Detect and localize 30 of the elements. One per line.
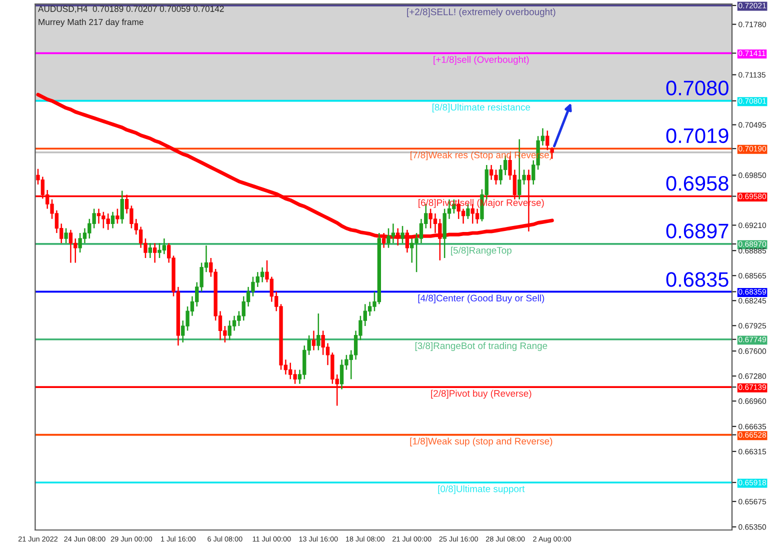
- candlestick: [498, 164, 503, 186]
- candlestick: [64, 228, 68, 244]
- candlestick: [68, 229, 73, 264]
- ref-line-label: [4/8]Center (Good Buy or Sell): [418, 294, 544, 304]
- candlestick: [312, 330, 316, 351]
- ref-line-label: [2/8]Pivot buy (Reverse): [431, 390, 532, 399]
- ref-line-label: [+1/8]sell (Overbought): [434, 56, 529, 65]
- candlestick: [400, 225, 404, 244]
- candlestick: [475, 208, 480, 224]
- candlestick: [148, 242, 152, 259]
- candlestick: [546, 130, 550, 151]
- candlestick: [316, 312, 320, 351]
- candlestick: [152, 242, 157, 264]
- ref-line-label: [+2/8]SELL! (extremely overbought): [407, 8, 556, 18]
- ref-line-label: [8/8]Ultimate resistance: [432, 104, 530, 112]
- chart-title: AUDUSD,H4 0.70189 0.70207 0.70059 0.70142: [38, 6, 224, 13]
- ref-line-label: [5/8]RangeTop: [451, 246, 512, 256]
- ref-line-label: [3/8]RangeBot of trading Range: [415, 342, 548, 351]
- annotation: 0.7019: [666, 128, 728, 144]
- annotation: 0.6835: [666, 272, 728, 287]
- annotation: 0.7080: [666, 80, 728, 96]
- ref-line-label: [1/8]Weak sup (stop and Reverse): [410, 438, 552, 446]
- candlestick: [260, 266, 264, 283]
- candlestick: [120, 190, 124, 224]
- ref-line-label: [0/8]Ultimate support: [438, 485, 525, 494]
- annotation: 0.6958: [666, 176, 728, 191]
- annotation: 0.6897: [666, 224, 728, 238]
- text: Murrey Math 217 day frame: [38, 18, 144, 27]
- candlestick: [116, 208, 120, 224]
- candlestick: [110, 211, 115, 229]
